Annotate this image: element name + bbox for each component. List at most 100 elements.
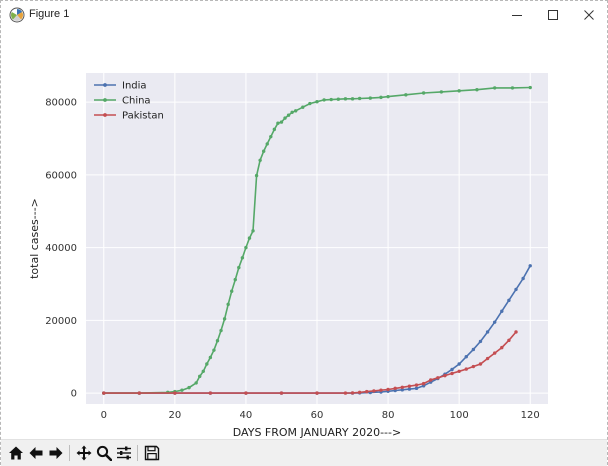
data-point-china [301,105,305,109]
data-point-pakistan [102,391,106,395]
data-point-india [478,339,483,344]
data-point-china [439,90,444,94]
data-point-pakistan [450,371,454,376]
data-point-china [379,95,383,100]
data-point-china [201,369,205,373]
back-button[interactable] [27,444,45,462]
x-axis-label: DAYS FROM JANUARY 2020---> [233,426,401,439]
subplots-config-button[interactable] [115,444,133,462]
data-point-pakistan [407,384,412,388]
data-point-china [254,173,259,178]
data-point-china [457,89,461,93]
data-point-china [265,142,269,146]
maximize-button[interactable] [535,1,571,29]
data-point-china [258,158,262,162]
data-point-china [233,277,237,282]
navigation-toolbar [1,439,607,466]
home-button[interactable] [7,444,25,462]
y-tick-label: 80000 [45,98,77,109]
x-tick-label: 120 [521,410,540,421]
close-button[interactable] [571,1,607,29]
subplots-config-icon [117,446,131,460]
pan-icon [76,445,92,461]
data-point-india [471,347,476,352]
line-chart: 0 20 40 60 80 100 120 0 20000 40000 60000 80000 DAYS… [28,73,548,439]
figure-canvas[interactable]: 0 20 40 60 80 100 120 0 20000 40000 60000 80000 DAYS… [2,29,606,439]
data-point-pakistan [315,391,319,395]
legend-label-pakistan: Pakistan [122,111,164,122]
data-point-pakistan [500,345,504,350]
data-point-pakistan [514,330,518,334]
y-tick-label: 40000 [45,243,77,254]
data-point-china [222,317,227,321]
x-tick-label: 60 [311,410,324,421]
forward-button[interactable] [47,444,65,462]
data-point-china [272,127,277,132]
data-point-china [343,97,348,101]
x-tick-label: 100 [450,410,469,421]
data-point-china [421,91,426,95]
data-point-pakistan [365,389,369,394]
zoom-button[interactable] [95,444,113,462]
data-point-china [187,385,191,390]
y-axis-label: total cases---> [28,198,41,279]
legend-label-china: China [122,96,151,107]
legend-label-india: India [122,81,147,92]
data-point-china [528,85,532,90]
data-point-china [251,229,255,233]
data-point-pakistan [421,381,426,386]
close-icon [584,10,594,20]
zoom-icon [96,445,112,461]
data-point-china [276,121,280,125]
data-point-pakistan [478,362,483,366]
data-point-india [521,276,525,281]
y-tick-label: 20000 [45,316,77,327]
data-point-india [457,362,461,366]
minimize-button[interactable] [499,1,535,29]
data-point-india [528,264,532,268]
pan-button[interactable] [75,444,93,462]
data-point-pakistan [507,338,511,343]
data-point-china [368,96,373,100]
data-point-china [212,348,216,352]
minimize-icon [512,15,522,16]
data-point-china [283,116,287,120]
data-point-india [450,367,454,372]
home-icon [9,446,23,460]
data-point-china [286,113,291,117]
title-bar[interactable]: Figure 1 [1,1,607,29]
data-point-pakistan [379,388,383,392]
data-point-china [226,302,230,307]
data-point-china [244,245,248,250]
save-button[interactable] [143,444,161,462]
data-point-china [322,98,326,102]
data-point-pakistan [244,391,248,395]
data-point-pakistan [343,391,348,395]
data-point-pakistan [457,369,461,373]
data-point-pakistan [443,373,447,378]
save-icon [144,445,160,461]
x-tick-label: 0 [101,410,107,421]
data-point-india [400,388,404,392]
legend-marker-china [103,98,107,102]
data-point-china [230,289,234,293]
data-point-pakistan [429,378,433,382]
y-tick-label: 0 [71,389,77,400]
data-point-pakistan [372,389,376,393]
legend-marker-pakistan [103,113,107,117]
data-point-china [198,374,202,379]
data-point-china [357,96,362,101]
x-tick-label: 40 [240,410,253,421]
data-point-pakistan [485,356,490,361]
matplotlib-icon [9,7,25,23]
data-point-china [215,339,220,343]
data-point-china [308,101,312,106]
data-point-china [293,109,298,113]
data-point-india [464,355,468,359]
data-point-china [386,94,390,99]
data-point-pakistan [137,391,142,395]
data-point-china [350,97,355,101]
data-point-pakistan [208,391,213,395]
data-point-china [336,97,341,101]
